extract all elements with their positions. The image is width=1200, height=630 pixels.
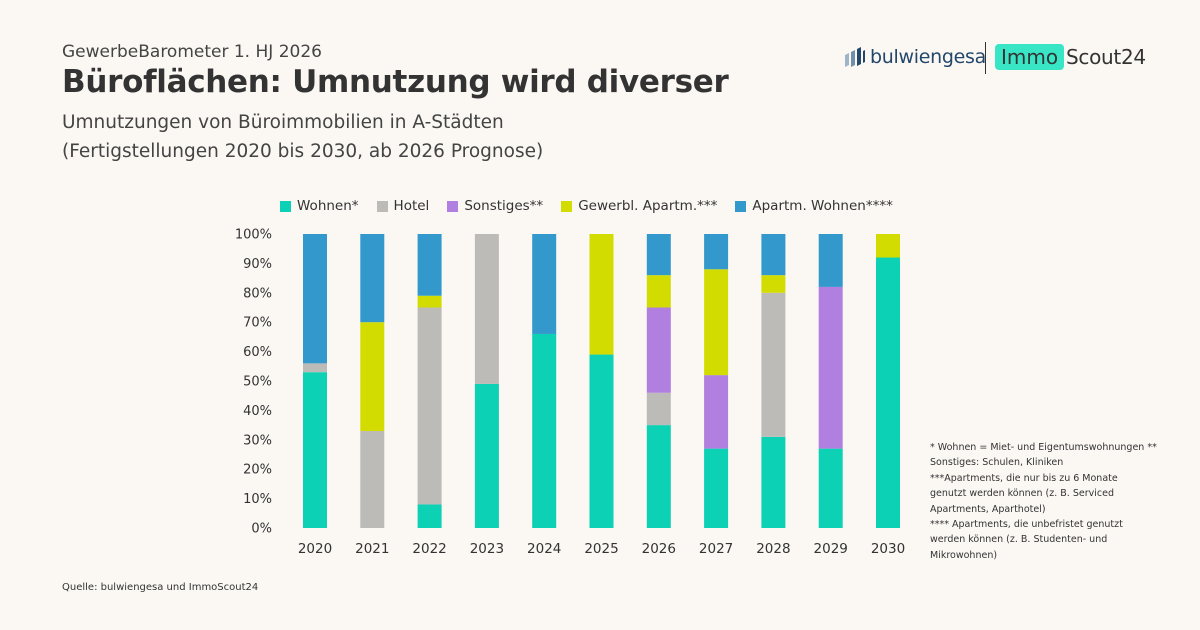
legend-label: Gewerbl. Apartm.*** — [578, 198, 718, 214]
bar-segment — [646, 307, 671, 393]
legend-item: Sonstiges** — [447, 196, 543, 216]
footnote-line: Mikrowohnen) — [930, 549, 998, 561]
bar-segment — [761, 436, 786, 528]
x-tick-label: 2020 — [298, 541, 332, 557]
legend-item: Hotel — [376, 196, 430, 216]
bar-segment — [589, 354, 614, 528]
bar-segment — [818, 286, 843, 449]
footnote-line: Sonstiges: Schulen, Kliniken — [930, 457, 1064, 469]
logo-divider — [985, 42, 986, 74]
x-tick-label: 2029 — [814, 541, 848, 557]
legend-swatch — [376, 200, 388, 212]
bar-segment — [646, 275, 671, 308]
bar-segment — [876, 234, 900, 258]
bar-segment — [646, 425, 671, 528]
y-tick-label: 50% — [243, 375, 272, 390]
chart-legend: Wohnen* Hotel Sonstiges** Gewerbl. Apartm.*… — [280, 196, 893, 216]
bar-segment — [532, 333, 557, 528]
x-tick-label: 2028 — [756, 541, 790, 557]
bar-segment — [589, 234, 614, 355]
legend-swatch — [561, 200, 573, 212]
y-tick-label: 0% — [251, 522, 272, 537]
x-tick-label: 2027 — [699, 541, 733, 557]
y-tick-label: 10% — [243, 492, 272, 507]
legend-label: Sonstiges** — [464, 198, 544, 214]
y-tick-label: 100% — [235, 228, 272, 243]
bar-segment — [704, 269, 729, 376]
chart-title: Büroflächen: Umnutzung wird diverser — [62, 64, 729, 100]
bar-segment — [761, 275, 786, 293]
y-tick-label: 60% — [243, 345, 272, 360]
chart-footnotes: * Wohnen = Miet- und Eigentumswohnungen … — [930, 440, 1162, 563]
legend-item: Wohnen* — [280, 196, 359, 216]
bar-segment — [761, 292, 786, 437]
y-tick-label: 40% — [243, 404, 272, 419]
y-tick-label: 30% — [243, 433, 272, 448]
chart-subtitle-line1: Umnutzungen von Büroimmobilien in A-Städ… — [62, 112, 504, 133]
footnote-line: Apartments, Aparthotel) — [930, 503, 1046, 515]
bar-segment — [704, 234, 729, 270]
x-tick-label: 2022 — [412, 541, 446, 557]
footnote-line: **** Apartments, die unbefristet genutzt — [930, 519, 1123, 531]
bar-segment — [646, 234, 671, 276]
footnote-line: ***Apartments, die nur bis zu 6 Monate — [930, 472, 1118, 484]
y-tick-label: 70% — [243, 316, 272, 331]
x-tick-label: 2026 — [642, 541, 676, 557]
bar-segment — [417, 504, 442, 528]
y-tick-label: 20% — [243, 463, 272, 478]
x-tick-label: 2021 — [355, 541, 389, 557]
chart-subtitle-line2: (Fertigstellungen 2020 bis 2030, ab 2026… — [62, 141, 544, 162]
bar-segment — [646, 392, 671, 426]
footnote-line: genutzt werden können (z. B. Serviced — [930, 488, 1114, 500]
bar-segment — [818, 448, 843, 528]
immoscout-logo-scout: Scout24 — [1066, 45, 1146, 69]
bar-segment — [303, 372, 327, 528]
legend-swatch — [735, 200, 747, 212]
legend-label: Apartm. Wohnen**** — [752, 198, 893, 214]
bar-segment — [360, 322, 385, 431]
bulwiengesa-logo-text: bulwiengesa — [870, 46, 986, 68]
bar-segment — [818, 234, 843, 287]
bar-segment — [532, 234, 557, 334]
bar-segment — [417, 234, 442, 296]
source-note: Quelle: bulwiengesa und ImmoScout24 — [62, 582, 259, 593]
bar-segment — [704, 448, 729, 528]
x-tick-label: 2023 — [470, 541, 504, 557]
bulwiengesa-logo-icon — [845, 47, 865, 67]
bar-segment — [303, 363, 327, 373]
bar-segment — [303, 234, 327, 364]
legend-label: Hotel — [393, 198, 430, 214]
legend-swatch — [447, 200, 459, 212]
x-tick-label: 2024 — [527, 541, 561, 557]
bar-segment — [761, 234, 786, 276]
report-kicker: GewerbeBarometer 1. HJ 2026 — [62, 42, 322, 62]
x-tick-label: 2025 — [584, 541, 618, 557]
bar-segment — [474, 383, 499, 528]
bar-segment — [876, 257, 900, 528]
bar-segment — [360, 430, 385, 528]
bar-segment — [417, 295, 442, 308]
x-tick-label: 2030 — [871, 541, 905, 557]
legend-label: Wohnen* — [297, 198, 359, 214]
bar-segment — [417, 307, 442, 505]
logo-bar: bulwiengesa Immo Scout24 — [844, 42, 1146, 74]
legend-item: Gewerbl. Apartm.*** — [561, 196, 717, 216]
bar-segment — [474, 234, 499, 384]
y-tick-label: 80% — [243, 286, 272, 301]
immoscout-logo-immo: Immo — [995, 44, 1065, 70]
bar-segment — [704, 375, 729, 449]
footnote-line: * Wohnen = Miet- und Eigentumswohnungen … — [930, 442, 1157, 453]
footnote-line: werden können (z. B. Studenten- und — [930, 534, 1108, 546]
y-tick-label: 90% — [243, 257, 272, 272]
bar-segment — [360, 234, 385, 323]
legend-item: Apartm. Wohnen**** — [735, 196, 893, 216]
legend-swatch — [280, 200, 291, 212]
